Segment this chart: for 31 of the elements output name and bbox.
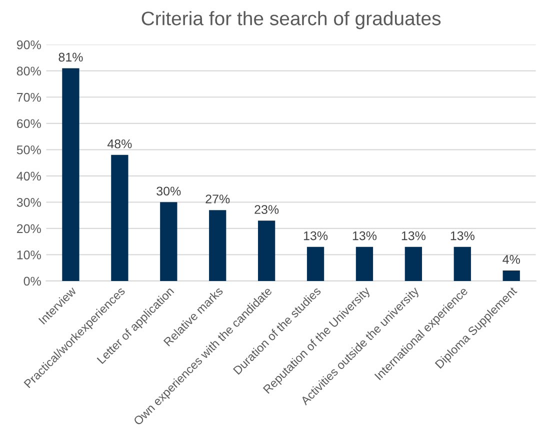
y-tick-label: 20%: [16, 224, 41, 234]
y-tick-label: 70%: [17, 92, 41, 102]
bar: [160, 202, 178, 281]
y-tick-label: 80%: [16, 66, 41, 76]
y-tick-label: 10%: [17, 250, 41, 260]
bar: [502, 270, 520, 281]
y-tick-label: 0%: [24, 276, 41, 286]
data-label: 4%: [502, 255, 520, 264]
y-tick-label: 50%: [16, 145, 41, 154]
bar: [356, 246, 374, 281]
data-label: 81%: [58, 52, 83, 62]
bar: [209, 210, 226, 281]
bar: [306, 246, 324, 281]
bar: [258, 220, 276, 281]
bar: [62, 68, 80, 281]
y-tick-label: 40%: [16, 172, 41, 181]
y-tick-label: 90%: [16, 40, 41, 50]
data-label: 23%: [254, 205, 279, 214]
bar: [404, 246, 422, 281]
bar: [454, 246, 471, 281]
y-tick-label: 60%: [16, 119, 41, 128]
data-label: 30%: [156, 186, 181, 196]
y-tick-label: 30%: [16, 198, 41, 207]
data-label: 13%: [304, 231, 328, 240]
chart-title: Criteria for the search of graduates: [142, 11, 441, 30]
data-label: 48%: [107, 139, 132, 148]
data-label: 13%: [450, 231, 474, 240]
data-label: 13%: [402, 231, 426, 240]
data-label: 13%: [352, 231, 377, 240]
data-label: 27%: [206, 194, 230, 204]
bar: [111, 154, 128, 281]
